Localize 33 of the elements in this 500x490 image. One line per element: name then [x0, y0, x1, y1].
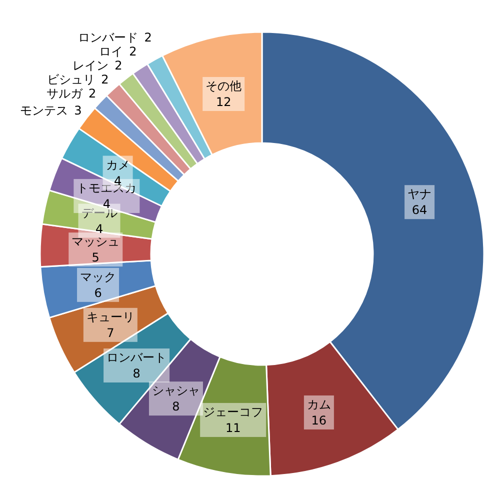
slice-label: ビシュリ — [47, 72, 96, 87]
slice-label: ロンバート — [106, 350, 167, 364]
data-label: 12 — [216, 94, 232, 109]
data-label: 8 — [172, 400, 180, 414]
data-label: 4 — [95, 222, 104, 236]
data-label: 2 — [129, 44, 137, 59]
slice-label: マッシュ — [72, 234, 120, 249]
slice-label: その他 — [206, 78, 242, 93]
data-label: 2 — [144, 30, 152, 45]
slice-label: ロンバード — [78, 30, 138, 45]
slice-label: ロイ — [99, 44, 124, 59]
slice-label: シャシャ — [152, 384, 200, 398]
slice-label: サルガ — [46, 86, 84, 101]
slice-label: モンテス — [20, 103, 68, 118]
data-label: 6 — [94, 286, 102, 300]
data-label: 2 — [114, 58, 122, 73]
data-label: 4 — [102, 197, 110, 212]
slice-label: キューリ — [86, 310, 134, 324]
data-label: 2 — [88, 86, 96, 101]
data-label: 64 — [412, 203, 428, 218]
slice-label: ジェーコフ — [203, 404, 264, 419]
slice-label: ヤナ — [408, 187, 432, 202]
slice-label: マック — [80, 270, 116, 284]
data-label: 16 — [311, 413, 327, 428]
data-label: 2 — [101, 72, 109, 87]
data-label: 3 — [74, 103, 82, 118]
data-label: 8 — [132, 366, 140, 380]
slice-label: カメ — [106, 158, 130, 172]
slice-label: カム — [306, 397, 331, 412]
data-label: 11 — [225, 420, 241, 435]
slice-label: レイン — [72, 58, 109, 73]
data-label: 7 — [106, 326, 114, 340]
data-label: 5 — [92, 250, 100, 265]
